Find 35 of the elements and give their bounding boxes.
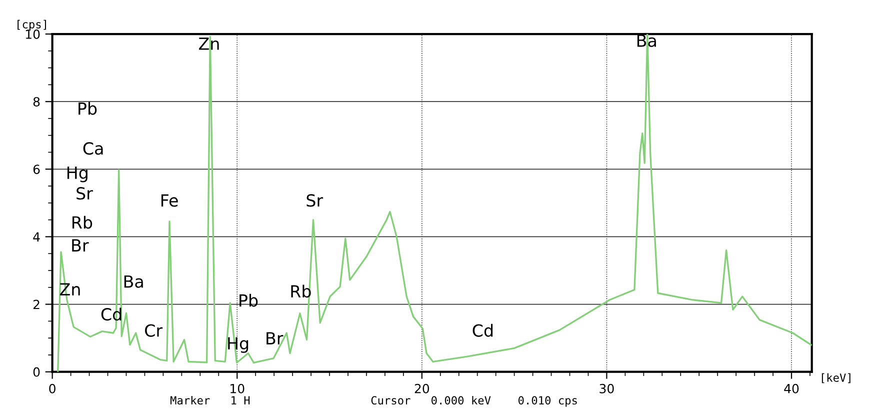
annotation: Sr — [76, 187, 93, 200]
x-tick-label: 20 — [414, 384, 430, 394]
x-tick-label: 10 — [230, 384, 244, 394]
line-series — [57, 34, 812, 372]
annotation: Br — [266, 332, 284, 344]
x-tick-label: 40 — [784, 384, 799, 394]
annotation: Hg — [67, 166, 88, 182]
annotation: Ca — [83, 142, 103, 155]
annotation: Rb — [291, 284, 311, 298]
text: Cursor 0.000 keV 0.010 cps — [371, 396, 577, 407]
annotation: Rb — [72, 216, 92, 229]
x-axis-title: [keV] — [822, 373, 850, 384]
text: Marker 1 H — [170, 396, 250, 405]
annotation: Zn — [198, 38, 219, 50]
annotation: Br — [72, 239, 89, 252]
annotation: Cd — [472, 324, 493, 337]
y-tick-label: 8 — [33, 97, 40, 107]
y-axis-title: [cps] — [18, 20, 46, 31]
annotation: Ba — [637, 34, 656, 47]
annotation: Fe — [161, 194, 178, 207]
y-tick-label: 2 — [33, 300, 40, 310]
annotation: Cr — [145, 324, 163, 337]
annotation: Cd — [101, 308, 122, 321]
x-tick-label: 30 — [600, 384, 614, 394]
annotation: Hg — [228, 337, 248, 353]
annotation: Zn — [60, 283, 80, 296]
x-tick-label: 0 — [49, 384, 56, 394]
y-tick-label: 10 — [26, 30, 40, 39]
annotation: Pb — [78, 102, 97, 115]
y-tick-label: 6 — [33, 164, 40, 174]
annotation: Sr — [306, 194, 324, 207]
annotation: Pb — [240, 294, 258, 307]
y-tick-label: 4 — [33, 232, 40, 242]
annotation: Ba — [124, 275, 143, 288]
y-tick-label: 0 — [33, 367, 40, 377]
